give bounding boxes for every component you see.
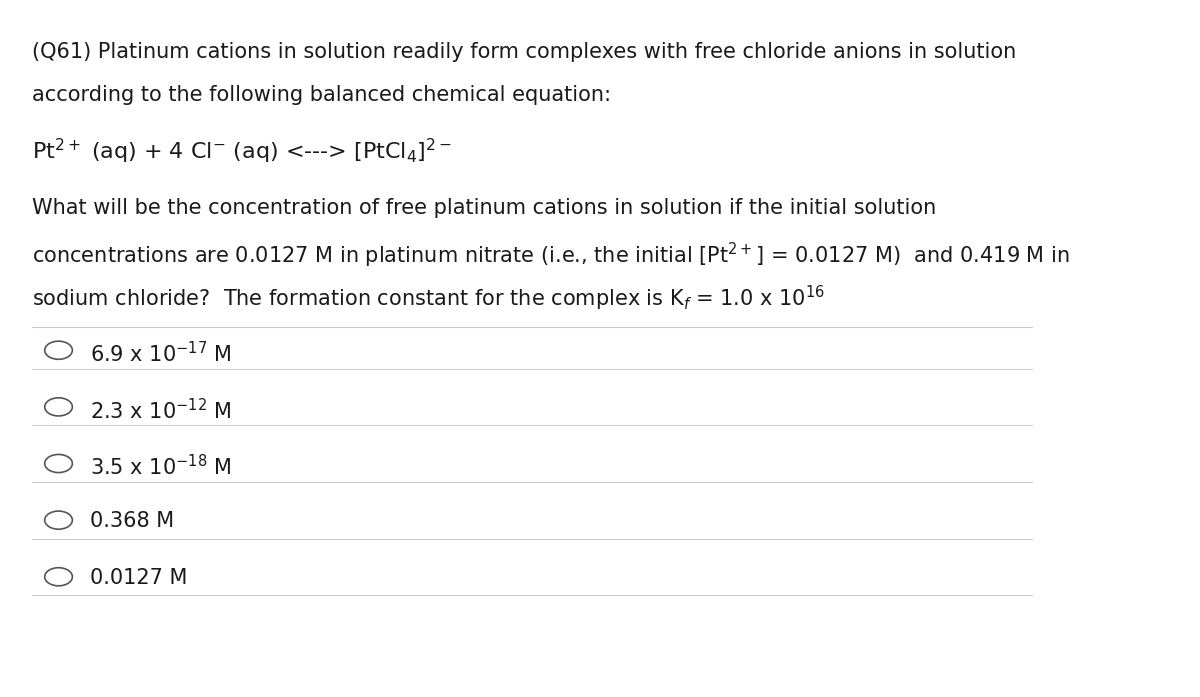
Text: Pt$^{2+}$ (aq) + 4 Cl$^{-}$ (aq) <---> [PtCl$_{4}]^{2-}$: Pt$^{2+}$ (aq) + 4 Cl$^{-}$ (aq) <---> [… — [32, 137, 452, 166]
Text: 6.9 x 10$^{-17}$ M: 6.9 x 10$^{-17}$ M — [90, 342, 232, 367]
Text: (Q61) Platinum cations in solution readily form complexes with free chloride ani: (Q61) Platinum cations in solution readi… — [32, 42, 1016, 62]
Text: sodium chloride?  The formation constant for the complex is K$_f$ = 1.0 x 10$^{1: sodium chloride? The formation constant … — [32, 284, 824, 314]
Text: 3.5 x 10$^{-18}$ M: 3.5 x 10$^{-18}$ M — [90, 454, 232, 480]
Text: concentrations are 0.0127 M in platinum nitrate (i.e., the initial [Pt$^{2+}$] =: concentrations are 0.0127 M in platinum … — [32, 241, 1069, 270]
Text: 2.3 x 10$^{-12}$ M: 2.3 x 10$^{-12}$ M — [90, 398, 232, 423]
Text: according to the following balanced chemical equation:: according to the following balanced chem… — [32, 85, 611, 105]
Text: What will be the concentration of free platinum cations in solution if the initi: What will be the concentration of free p… — [32, 198, 936, 218]
Text: 0.0127 M: 0.0127 M — [90, 568, 188, 588]
Text: 0.368 M: 0.368 M — [90, 511, 174, 531]
